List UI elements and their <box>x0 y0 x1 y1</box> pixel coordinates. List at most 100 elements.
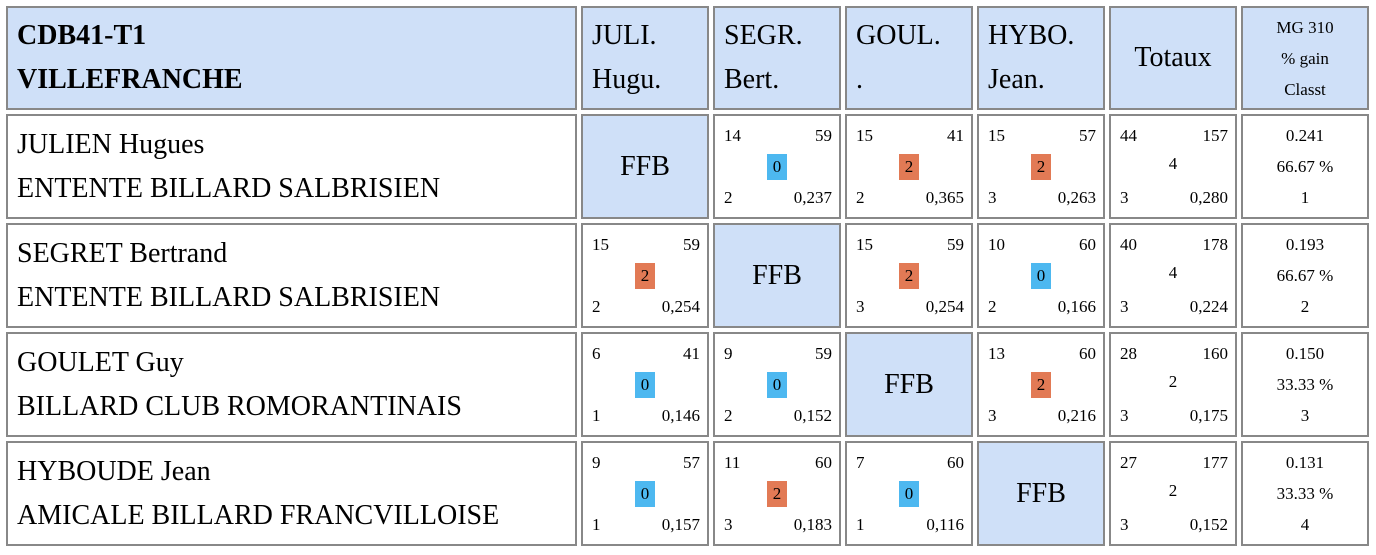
average-value: 0,224 <box>1189 297 1228 316</box>
player-header: JULI. Hugu. <box>581 6 709 110</box>
score-value: 59 <box>683 235 700 254</box>
stats-cell: 0.193 66.67 % 2 <box>1241 223 1369 328</box>
points-badge: 0 <box>767 154 787 180</box>
score-value: 59 <box>947 235 964 254</box>
score-value: 59 <box>815 344 832 363</box>
matches-value: 44 <box>1120 126 1137 145</box>
rank-value: 1 <box>592 515 601 534</box>
club-name: ENTENTE BILLARD SALBRISIEN <box>17 172 441 204</box>
matches-value: 7 <box>856 453 865 472</box>
rank-value: 3 <box>1300 406 1310 425</box>
player-header: GOUL.. <box>845 6 973 110</box>
points-total: 2 <box>1168 481 1178 500</box>
score-value: 157 <box>1202 126 1229 145</box>
match-cell: 13 60 3 0,216 2 <box>977 332 1105 437</box>
points-badge: 2 <box>1031 372 1051 398</box>
rank-value: 2 <box>592 297 601 316</box>
match-cell: 9 57 1 0,157 0 <box>581 441 709 546</box>
club-name: ENTENTE BILLARD SALBRISIEN <box>17 281 441 313</box>
rank-value: 2 <box>724 188 733 207</box>
matches-value: 15 <box>856 235 873 254</box>
match-cell: 15 57 3 0,263 2 <box>977 114 1105 219</box>
player-header: SEGR. Bert. <box>713 6 841 110</box>
club-name: BILLARD CLUB ROMORANTINAIS <box>17 390 462 422</box>
rank-value: 1 <box>592 406 601 425</box>
average-value: 0,157 <box>661 515 700 534</box>
totals-cell: 27 177 3 0,152 2 <box>1109 441 1237 546</box>
score-value: 57 <box>683 453 700 472</box>
match-cell: 6 41 1 0,146 0 <box>581 332 709 437</box>
match-cell: 15 59 3 0,254 2 <box>845 223 973 328</box>
totals-cell: 40 178 3 0,224 4 <box>1109 223 1237 328</box>
average-value: 0,116 <box>926 515 964 534</box>
gain-value: 33.33 % <box>1276 484 1334 503</box>
gain-value: 33.33 % <box>1276 375 1334 394</box>
gain-value: 66.67 % <box>1276 266 1334 285</box>
rank-value: 3 <box>1120 515 1129 534</box>
match-cell: 11 60 3 0,183 2 <box>713 441 841 546</box>
competition-title: CDB41-T1 VILLEFRANCHE <box>6 6 577 110</box>
points-badge: 2 <box>1031 154 1051 180</box>
totals-cell: 28 160 3 0,175 2 <box>1109 332 1237 437</box>
points-badge: 2 <box>899 154 919 180</box>
ffb-cell: FFB <box>977 441 1105 546</box>
rank-value: 3 <box>1120 188 1129 207</box>
player-name-cell: HYBOUDE Jean AMICALE BILLARD FRANCVILLOIS… <box>6 441 577 546</box>
rank-value: 3 <box>856 297 865 316</box>
points-badge: 0 <box>899 481 919 507</box>
stats-cell: 0.131 33.33 % 4 <box>1241 441 1369 546</box>
rank-value: 1 <box>1300 188 1310 207</box>
average-value: 0,183 <box>793 515 832 534</box>
average-value: 0,152 <box>1189 515 1228 534</box>
rank-value: 4 <box>1300 515 1310 534</box>
rank-value: 3 <box>1120 297 1129 316</box>
average-value: 0,263 <box>1057 188 1096 207</box>
player-row: SEGRET Bertrand ENTENTE BILLARD SALBRISIE… <box>6 223 1369 328</box>
average-value: 0,254 <box>661 297 700 316</box>
mg-value: 0.193 <box>1285 235 1325 254</box>
matches-value: 27 <box>1120 453 1137 472</box>
score-value: 177 <box>1202 453 1229 472</box>
totals-header: Totaux <box>1109 6 1237 110</box>
mg-header: MG 310% gain Classt <box>1241 6 1369 110</box>
player-name: SEGRET Bertrand <box>17 237 228 269</box>
matches-value: 28 <box>1120 344 1137 363</box>
player-header: HYBO. Jean. <box>977 6 1105 110</box>
matches-value: 9 <box>592 453 601 472</box>
mg-value: 0.241 <box>1285 126 1325 145</box>
rank-value: 3 <box>724 515 733 534</box>
rank-value: 2 <box>856 188 865 207</box>
average-value: 0,146 <box>661 406 700 425</box>
points-badge: 2 <box>899 263 919 289</box>
matches-value: 9 <box>724 344 733 363</box>
points-total: 2 <box>1168 372 1178 391</box>
matches-value: 10 <box>988 235 1005 254</box>
score-value: 41 <box>947 126 964 145</box>
matches-value: 15 <box>856 126 873 145</box>
stats-cell: 0.241 66.67 % 1 <box>1241 114 1369 219</box>
matches-value: 14 <box>724 126 741 145</box>
average-value: 0,175 <box>1189 406 1228 425</box>
player-row: HYBOUDE Jean AMICALE BILLARD FRANCVILLOIS… <box>6 441 1369 546</box>
match-cell: 7 60 1 0,116 0 <box>845 441 973 546</box>
match-cell: 9 59 2 0,152 0 <box>713 332 841 437</box>
player-name: GOULET Guy <box>17 346 184 378</box>
score-value: 60 <box>947 453 964 472</box>
average-value: 0,280 <box>1189 188 1228 207</box>
match-cell: 14 59 2 0,237 0 <box>713 114 841 219</box>
matches-value: 13 <box>988 344 1005 363</box>
average-value: 0,365 <box>925 188 964 207</box>
mg-value: 0.150 <box>1285 344 1325 363</box>
ffb-cell: FFB <box>713 223 841 328</box>
average-value: 0,166 <box>1057 297 1096 316</box>
points-badge: 2 <box>635 263 655 289</box>
matches-value: 15 <box>592 235 609 254</box>
gain-value: 66.67 % <box>1276 157 1334 176</box>
player-row: GOULET Guy BILLARD CLUB ROMORANTINAIS 6 41 1… <box>6 332 1369 437</box>
player-name: JULIEN Hugues <box>17 128 205 160</box>
matches-value: 40 <box>1120 235 1137 254</box>
stats-cell: 0.150 33.33 % 3 <box>1241 332 1369 437</box>
mg-value: 0.131 <box>1285 453 1325 472</box>
points-badge: 0 <box>767 372 787 398</box>
average-value: 0,152 <box>793 406 832 425</box>
